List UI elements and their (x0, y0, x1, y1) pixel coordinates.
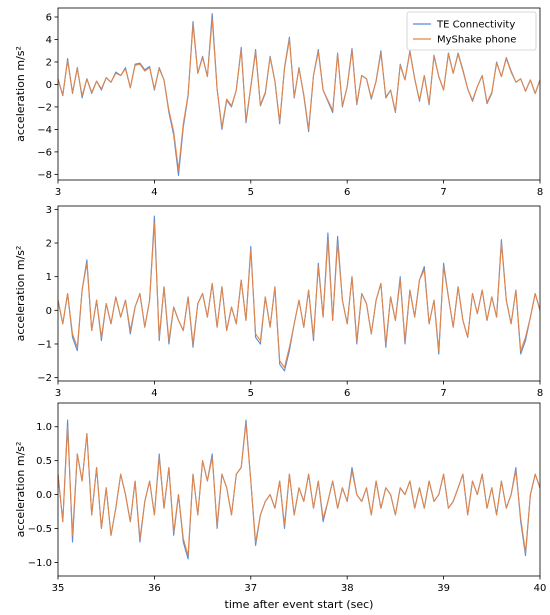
y-tick-label: 4 (46, 35, 52, 46)
x-axis-label: time after event start (sec) (225, 598, 374, 611)
y-axis-label: acceleration m/s² (14, 46, 27, 142)
y-tick-label: 0.0 (36, 490, 52, 501)
y-tick-label: 6 (46, 12, 52, 23)
x-tick-label: 35 (52, 583, 65, 594)
x-tick-label: 8 (537, 187, 543, 198)
y-tick-label: 1 (46, 272, 52, 283)
y-tick-label: 1.0 (36, 422, 52, 433)
plot-frame (57, 402, 541, 577)
y-tick-label: 0.5 (36, 456, 52, 467)
x-tick-label: 39 (437, 583, 450, 594)
y-tick-label: 2 (46, 57, 52, 68)
y-axis-label: acceleration m/s² (14, 246, 27, 342)
x-tick-label: 7 (440, 187, 446, 198)
x-tick-label: 4 (151, 187, 157, 198)
y-tick-label: −2 (37, 102, 52, 113)
plot-frame (57, 205, 541, 382)
x-tick-label: 37 (244, 583, 257, 594)
x-tick-label: 4 (151, 388, 157, 399)
y-tick-label: −1 (37, 339, 52, 350)
x-tick-label: 5 (248, 388, 254, 399)
y-tick-label: −1.0 (28, 558, 52, 569)
y-tick-label: −6 (37, 147, 52, 158)
x-tick-label: 7 (440, 388, 446, 399)
x-tick-label: 6 (344, 187, 350, 198)
x-tick-label: 40 (534, 583, 547, 594)
series-line-myshake-phone-panel-1 (58, 18, 540, 171)
y-tick-label: −8 (37, 170, 52, 181)
y-tick-label: 3 (46, 205, 52, 216)
y-tick-label: 2 (46, 239, 52, 250)
legend: TE Connectivity MyShake phone (406, 11, 537, 51)
x-tick-label: 3 (55, 388, 61, 399)
chart-panel-1: 3 4 5 6 7 8 −8 −6 −4 −2 0 2 4 6 acceleration m/s² TE Co… (14, 7, 543, 198)
y-tick-label: −0.5 (28, 524, 52, 535)
plot-frame (57, 7, 541, 181)
chart-panel-2: 3 4 5 6 7 8 −2 −1 0 1 2 3 acceleration m/s² (14, 205, 543, 399)
x-tick-label: 6 (344, 388, 350, 399)
x-tick-label: 38 (341, 583, 354, 594)
x-tick-label: 5 (248, 187, 254, 198)
legend-box (406, 11, 537, 51)
x-tick-label: 36 (148, 583, 161, 594)
series-line-te-connectivity-panel-2 (58, 215, 540, 372)
y-tick-label: 0 (46, 306, 52, 317)
legend-label: MyShake phone (437, 35, 516, 46)
chart-panel-3: 35 36 37 38 39 40 −1.0 −0.5 0.0 0.5 1.0 acceleratio… (14, 402, 547, 611)
y-tick-label: −4 (37, 125, 52, 136)
x-tick-label: 3 (55, 187, 61, 198)
x-tick-label: 8 (537, 388, 543, 399)
series-line-myshake-phone-panel-2 (58, 222, 540, 369)
series-line-myshake-phone-panel-3 (58, 422, 540, 557)
y-tick-label: 0 (46, 80, 52, 91)
y-tick-label: −2 (37, 373, 52, 384)
legend-label: TE Connectivity (436, 20, 515, 31)
y-axis-label: acceleration m/s² (14, 442, 27, 538)
